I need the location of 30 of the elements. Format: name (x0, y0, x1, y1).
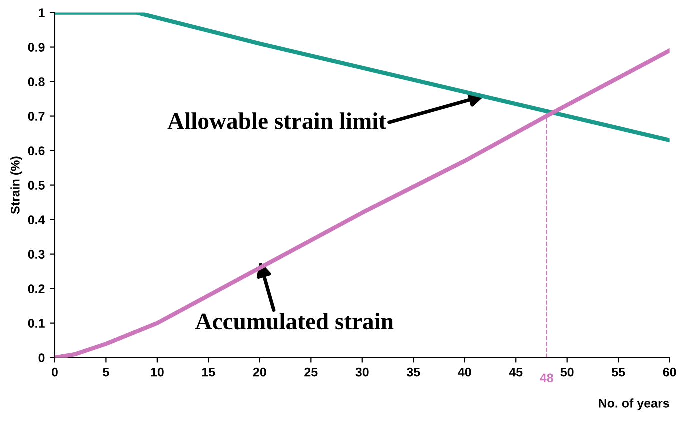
x-tick-label: 0 (52, 368, 58, 377)
x-tick-label: 50 (560, 368, 574, 377)
line-series (54, 12, 670, 143)
x-tick-label: 60 (663, 368, 676, 377)
x-tick-label: 40 (458, 368, 472, 377)
annotation: Accumulated strain (196, 313, 394, 330)
x-tick-label: 30 (356, 368, 369, 377)
x-tick-label: 45 (509, 368, 523, 377)
y-tick-label: 0.6 (28, 146, 45, 156)
y-tick-label: 1 (39, 8, 45, 18)
x-tick-label: 15 (202, 368, 216, 377)
y-tick-label: 0 (38, 354, 45, 362)
x-tick-label: 35 (406, 368, 420, 377)
y-tick-label: 0.2 (28, 284, 45, 294)
y-tick-label: 0.9 (28, 43, 45, 52)
y-axis-title: Strain (%) (10, 156, 22, 214)
annotation: Allowable strain limit (168, 112, 386, 130)
y-tick-label: 0.5 (28, 181, 45, 190)
x-tick-label: 20 (253, 368, 266, 377)
y-tick-label: 0.3 (28, 250, 45, 259)
x-tick-label: 55 (612, 368, 626, 377)
y-tick-label: 0.1 (28, 319, 45, 328)
y-tick-label: 0.7 (28, 112, 45, 121)
x-axis-title: No. of years (599, 398, 670, 410)
x-tick-label: 25 (304, 368, 318, 377)
ref-line-label: 48 (540, 374, 554, 383)
x-tick-label: 10 (151, 368, 164, 377)
x-tick-label: 5 (103, 368, 110, 377)
y-tick-label: 0.8 (28, 78, 45, 86)
y-tick-label: 0.4 (28, 216, 46, 224)
